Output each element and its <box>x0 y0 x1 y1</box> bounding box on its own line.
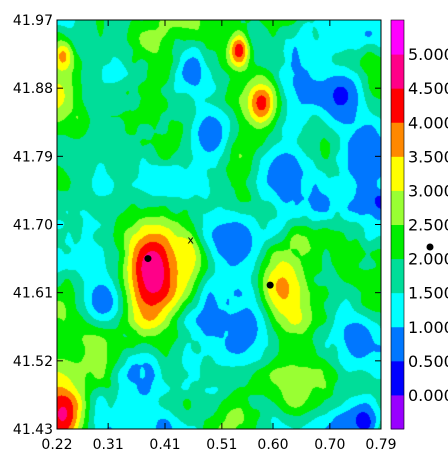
colorbar-band <box>391 20 404 55</box>
y-tick-label: 41.97 <box>13 13 53 29</box>
x-tick-label: 0.41 <box>149 437 180 453</box>
colorbar-band <box>391 224 404 260</box>
colorbar-band <box>391 54 404 89</box>
colorbar-band <box>391 88 404 123</box>
colorbar-band <box>391 122 404 157</box>
x-tick-label: 0.79 <box>365 437 396 453</box>
colorbar-band <box>391 360 404 396</box>
colorbar-band <box>391 190 404 225</box>
y-tick-label: 41.79 <box>13 149 53 165</box>
colorbar-frame <box>390 19 405 430</box>
x-tick-label: 0.51 <box>206 437 237 453</box>
colorbar-label: 2.500 <box>408 216 448 235</box>
y-tick-label: 41.88 <box>13 81 53 97</box>
colorbar-label: 2.000 <box>408 250 448 269</box>
x-axis: 0.22 0.31 0.41 0.51 0.60 0.70 0.79 <box>41 20 397 453</box>
plot-area: x <box>56 19 382 430</box>
colorbar-label: 3.000 <box>408 181 448 200</box>
markers-layer: x <box>144 234 274 289</box>
colorbar-label: 3.500 <box>408 147 448 166</box>
colorbar-label: 1.500 <box>408 284 448 303</box>
colorbar-label: 0.000 <box>408 386 448 405</box>
x-tick-label: 0.70 <box>314 437 345 453</box>
colorbar-label: 0.500 <box>408 352 448 371</box>
colorbar-label: 1.000 <box>408 318 448 337</box>
colorbar: 0.000 0.500 1.000 1.500 2.000 2.500 3.000 3.500… <box>390 19 448 430</box>
legend-dot-marker <box>426 243 434 251</box>
site-dot-marker <box>266 281 274 289</box>
colorbar-band <box>391 156 404 191</box>
x-tick-label: 0.60 <box>257 437 288 453</box>
site-cross-marker: x <box>187 234 194 247</box>
colorbar-label: 4.000 <box>408 113 448 132</box>
y-tick-label: 41.52 <box>13 354 53 370</box>
y-tick-label: 41.61 <box>13 286 53 302</box>
colorbar-band <box>391 258 404 294</box>
y-axis: 41.43 41.52 41.61 41.70 41.79 41.88 41.97 <box>13 13 381 438</box>
colorbar-label: 5.000 <box>408 45 448 64</box>
colorbar-band <box>391 326 404 362</box>
y-tick-label: 41.70 <box>13 218 53 234</box>
colorbar-band <box>391 292 404 328</box>
colorbar-band <box>391 394 404 430</box>
x-tick-label: 0.31 <box>93 437 124 453</box>
site-dot-marker <box>144 255 152 263</box>
y-tick-label: 41.43 <box>13 422 53 438</box>
contour-field <box>57 20 381 429</box>
colorbar-label: 4.500 <box>408 79 448 98</box>
x-tick-label: 0.22 <box>41 437 72 453</box>
